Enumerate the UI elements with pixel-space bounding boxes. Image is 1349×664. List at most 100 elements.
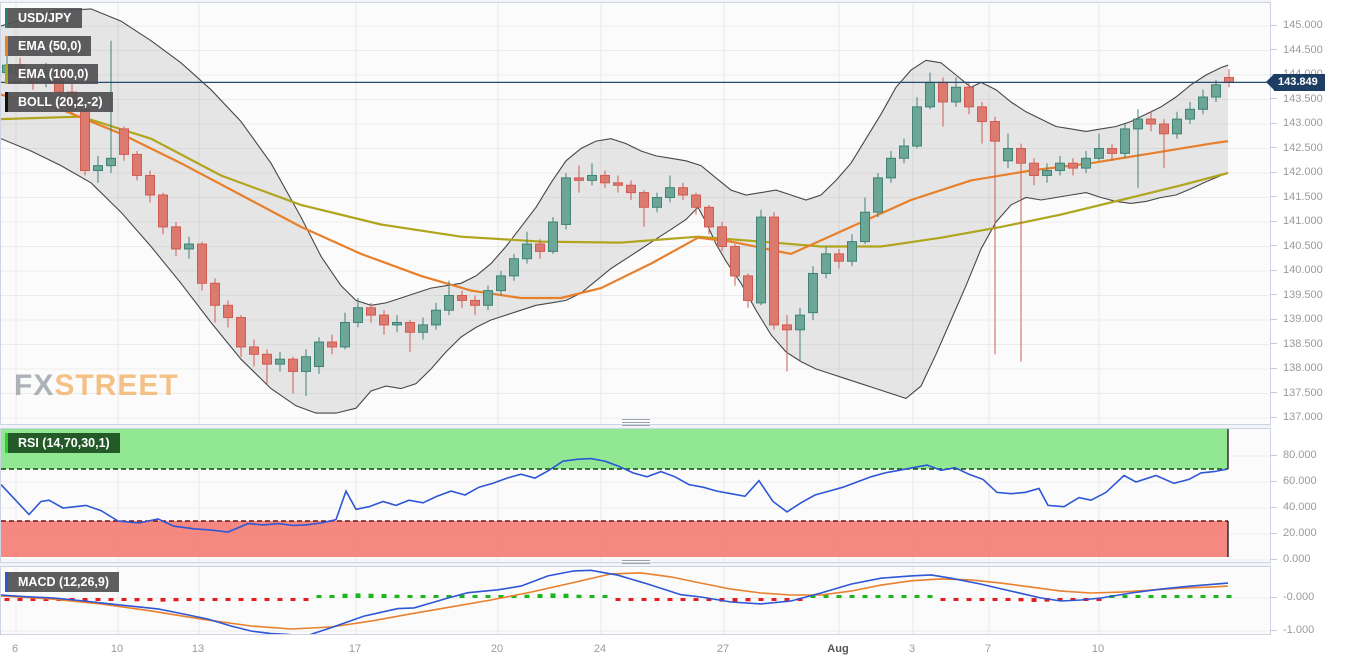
rsi-label-text: RSI (14,70,30,1) xyxy=(18,436,110,450)
watermark-street: STREET xyxy=(54,369,179,402)
candle-body xyxy=(431,309,441,326)
axis-tick-label: 139.500 xyxy=(1283,288,1323,301)
ema100-label-text: EMA (100,0) xyxy=(18,67,89,81)
axis-tick-mark xyxy=(1271,294,1277,295)
candle-body xyxy=(1146,118,1156,125)
macd-histogram-bar xyxy=(30,598,36,601)
axis-tick-mark xyxy=(1271,533,1277,534)
macd-histogram-bar xyxy=(693,598,699,601)
candle-body xyxy=(1224,76,1234,83)
candle-body xyxy=(288,358,298,372)
macd-histogram-bar xyxy=(147,598,153,601)
candle-body xyxy=(782,324,792,331)
macd-histogram-bar xyxy=(836,595,842,598)
macd-histogram-bar xyxy=(784,598,790,601)
macd-histogram-bar xyxy=(667,598,673,601)
rsi-color-bar xyxy=(5,433,8,453)
macd-histogram-bar xyxy=(732,598,738,602)
ema100-color-bar xyxy=(5,64,8,84)
macd-histogram-bar xyxy=(355,593,361,598)
ema50-label[interactable]: EMA (50,0) xyxy=(5,36,92,56)
candle-body xyxy=(912,106,922,147)
date-tick-label: 13 xyxy=(191,643,205,655)
price-chart-canvas[interactable] xyxy=(1,3,1270,424)
candle-body xyxy=(691,194,701,208)
macd-chart-canvas[interactable] xyxy=(1,567,1270,634)
date-axis[interactable]: 6 10 13 17 20 24 27 Aug 3 7 10 xyxy=(0,635,1271,664)
macd-histogram-bar xyxy=(1031,598,1037,602)
macd-histogram-bar xyxy=(966,598,972,601)
macd-histogram-bar xyxy=(1161,595,1167,598)
axis-tick-mark xyxy=(1271,270,1277,271)
candle-body xyxy=(678,187,688,196)
axis-tick-mark xyxy=(1271,221,1277,222)
macd-label-text: MACD (12,26,9) xyxy=(18,575,109,589)
macd-panel[interactable]: MACD (12,26,9) xyxy=(0,566,1271,635)
macd-histogram-bar xyxy=(576,594,582,598)
candle-body xyxy=(1107,148,1117,154)
macd-histogram-bar xyxy=(849,595,855,598)
candle-body xyxy=(1055,162,1065,172)
candle-body xyxy=(418,324,428,333)
macd-histogram-bar xyxy=(1070,598,1076,601)
candle-body xyxy=(964,86,974,108)
macd-histogram-bar xyxy=(615,598,621,601)
macd-histogram-bar xyxy=(589,595,595,598)
macd-histogram-bar xyxy=(17,598,23,601)
candle-body xyxy=(756,216,766,304)
candle-body xyxy=(574,177,584,181)
boll-label[interactable]: BOLL (20,2,-2) xyxy=(5,92,113,112)
candle-body xyxy=(977,106,987,123)
axis-tick-mark xyxy=(1271,417,1277,418)
bollinger-fill xyxy=(1,8,1228,414)
ema100-label[interactable]: EMA (100,0) xyxy=(5,64,99,84)
macd-histogram-bar xyxy=(290,598,296,601)
rsi-oversold-zone xyxy=(1,521,1228,557)
macd-histogram-bar xyxy=(160,598,166,602)
candle-body xyxy=(1003,148,1013,162)
price-axis[interactable]: 145.000144.500144.000143.500143.000142.5… xyxy=(1271,0,1349,664)
ema50-label-text: EMA (50,0) xyxy=(18,39,82,53)
macd-label[interactable]: MACD (12,26,9) xyxy=(5,572,119,592)
axis-tick-mark xyxy=(1271,507,1277,508)
date-tick-label: 10 xyxy=(110,643,124,655)
macd-histogram-bar xyxy=(433,595,439,598)
macd-histogram-bar xyxy=(303,598,309,601)
macd-histogram-bar xyxy=(342,593,348,598)
panel-resize-handle-1[interactable] xyxy=(622,419,650,426)
date-tick-label: Aug xyxy=(827,643,849,655)
candle-body xyxy=(951,86,961,103)
boll-label-text: BOLL (20,2,-2) xyxy=(18,95,103,109)
macd-histogram-bar xyxy=(121,598,127,601)
macd-histogram-bar xyxy=(628,598,634,601)
axis-tick-mark xyxy=(1271,481,1277,482)
panel-resize-handle-2[interactable] xyxy=(622,560,650,567)
axis-tick-label: 138.000 xyxy=(1283,362,1323,374)
candle-body xyxy=(1159,123,1169,135)
rsi-chart-canvas[interactable] xyxy=(1,429,1270,562)
candle-body xyxy=(301,356,311,372)
macd-histogram-bar xyxy=(108,598,114,601)
axis-tick-label: 142.500 xyxy=(1283,141,1323,154)
candle-body xyxy=(535,243,545,252)
candle-body xyxy=(509,258,519,277)
symbol-label-text: USD/JPY xyxy=(18,11,72,25)
axis-tick-mark xyxy=(1271,319,1277,320)
date-tick-label: 3 xyxy=(908,643,916,655)
macd-histogram-bar xyxy=(4,598,10,601)
symbol-label[interactable]: USD/JPY xyxy=(5,8,82,28)
macd-histogram-bar xyxy=(875,595,881,598)
macd-histogram-bar xyxy=(95,598,101,601)
bollinger-upper-band xyxy=(1,8,1229,306)
axis-tick-mark xyxy=(1271,147,1277,148)
price-panel[interactable]: USD/JPY EMA (50,0) EMA (100,0) BOLL (20,… xyxy=(0,2,1271,425)
rsi-label[interactable]: RSI (14,70,30,1) xyxy=(5,433,120,453)
date-tick-label: 20 xyxy=(490,643,504,655)
candle-body xyxy=(795,314,805,331)
macd-histogram-bar xyxy=(862,595,868,598)
macd-histogram-bar xyxy=(927,595,933,598)
date-tick-label: 24 xyxy=(593,643,607,655)
axis-tick-mark xyxy=(1271,49,1277,50)
rsi-panel[interactable]: RSI (14,70,30,1) xyxy=(0,428,1271,563)
axis-tick-label: 137.000 xyxy=(1283,411,1323,423)
